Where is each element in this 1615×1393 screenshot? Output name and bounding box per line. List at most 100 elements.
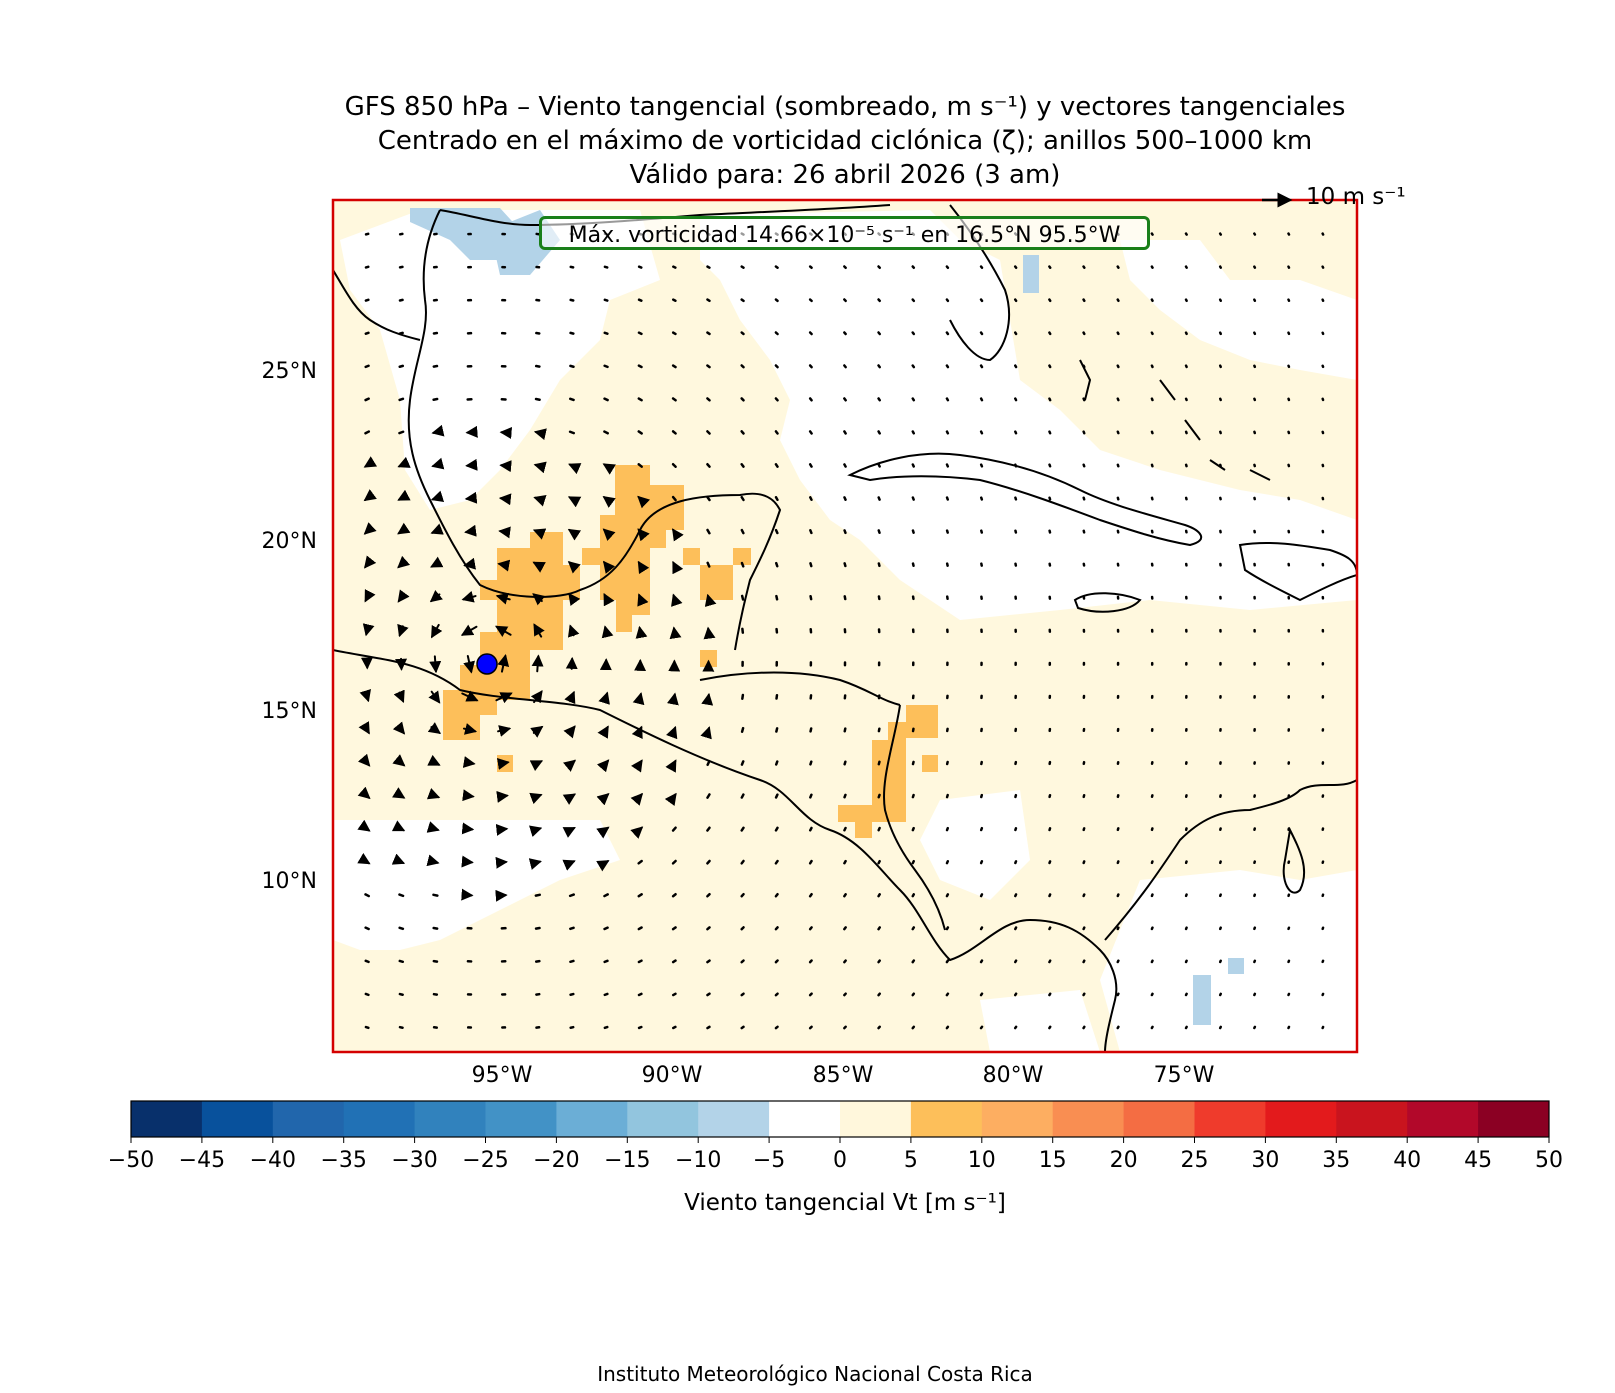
wind-vector <box>1184 331 1188 336</box>
colorbar-tick-label: −20 <box>533 1148 579 1173</box>
wind-vector <box>808 463 813 468</box>
wind-vector <box>431 457 445 470</box>
wind-vector <box>357 819 371 832</box>
wind-vector <box>774 331 779 336</box>
wind-vector <box>979 331 984 336</box>
wind-vector <box>357 753 371 767</box>
wind-vector <box>462 723 478 735</box>
wind-vector <box>1014 893 1018 898</box>
lat-label: 25°N <box>262 359 317 384</box>
wind-vector <box>1082 265 1086 269</box>
wind-vector <box>569 298 575 302</box>
wind-vector <box>740 793 745 799</box>
wind-vector <box>432 893 439 897</box>
wind-vector <box>1184 298 1188 303</box>
coastlines <box>333 204 1357 1052</box>
wind-vector <box>671 462 677 468</box>
wind-vector <box>398 992 404 997</box>
wind-vector <box>637 992 643 997</box>
wind-vector <box>774 364 779 369</box>
colorbar-segment <box>414 1101 486 1137</box>
wind-vector <box>637 528 650 542</box>
wind-vector <box>531 654 544 673</box>
wind-vector <box>564 690 576 705</box>
wind-vector <box>671 926 677 931</box>
wind-vector <box>568 430 576 435</box>
wind-vector <box>877 331 882 336</box>
vorticity-max-marker <box>476 653 498 675</box>
colorbar-segment <box>910 1101 983 1137</box>
wind-vector <box>945 959 950 964</box>
wind-vector <box>1082 959 1086 964</box>
wind-vector <box>569 397 575 402</box>
wind-vector <box>462 789 475 802</box>
wind-vector <box>671 826 677 832</box>
wind-vector <box>495 625 512 637</box>
wind-vector <box>357 786 371 800</box>
wind-vector <box>877 265 882 270</box>
wind-vector <box>1082 364 1086 369</box>
wind-vector <box>979 826 984 832</box>
wind-vector <box>843 298 847 303</box>
wind-vector <box>877 397 881 402</box>
colorbar-tick-label: 45 <box>1464 1148 1492 1173</box>
wind-vector <box>1116 298 1120 303</box>
wind-vector <box>808 892 813 898</box>
wind-vector <box>706 826 711 832</box>
colorbar-segment <box>556 1101 628 1137</box>
wind-vector <box>562 827 576 838</box>
wind-vector <box>602 495 616 508</box>
wind-vector <box>1048 331 1052 336</box>
colorbar-tick-label: −30 <box>391 1148 437 1173</box>
wind-vector <box>637 560 650 575</box>
wind-vector <box>398 893 405 898</box>
wind-vector <box>431 424 445 437</box>
wind-vector <box>637 593 649 607</box>
wind-vector <box>843 793 847 799</box>
wind-vector <box>843 562 847 568</box>
wind-vector <box>774 397 779 402</box>
colorbar-tick-label: −5 <box>753 1148 785 1173</box>
wind-vector <box>1014 959 1018 964</box>
colorbar: −50 −45 −40 −35 −30 −25 −20 −15 −10 −5 0 5 10 15 20 25 3… <box>108 1100 1563 1173</box>
wind-vector <box>1013 1025 1018 1030</box>
wind-vector <box>808 926 813 931</box>
wind-vector <box>740 726 745 733</box>
wind-vector <box>1014 430 1018 435</box>
wind-vector <box>1218 992 1222 997</box>
wind-vector <box>1218 232 1223 236</box>
wind-vector <box>671 495 677 502</box>
wind-vector <box>809 562 813 568</box>
wind-vector <box>740 926 745 931</box>
wind-vector <box>398 298 404 302</box>
wind-vector <box>1048 430 1052 435</box>
wind-vector <box>1150 926 1154 931</box>
wind-vector <box>533 495 547 507</box>
wind-vector <box>495 692 513 704</box>
map-frame <box>331 198 1359 1054</box>
wind-vector <box>1048 397 1052 402</box>
wind-vector <box>461 822 475 835</box>
wind-vector <box>843 959 847 964</box>
wind-vector <box>532 593 546 606</box>
wind-vector <box>1013 331 1018 336</box>
lon-label: 75°W <box>1154 1063 1215 1088</box>
wind-vector <box>427 754 441 766</box>
wind-vector <box>740 892 745 898</box>
wind-vector <box>740 364 745 369</box>
wind-vector <box>1218 1025 1222 1030</box>
wind-vector <box>1082 860 1086 865</box>
wind-vector <box>534 893 541 897</box>
wind-vector <box>706 364 711 369</box>
wind-vector <box>740 992 745 997</box>
colorbar-segment <box>1194 1101 1266 1137</box>
wind-vector <box>877 496 881 501</box>
wind-vector <box>843 364 847 369</box>
wind-vector <box>603 430 609 435</box>
wind-vector <box>569 364 575 369</box>
wind-vector <box>843 331 847 336</box>
wind-vector <box>843 397 847 402</box>
colorbar-tick-label: −10 <box>675 1148 721 1173</box>
wind-vector <box>1184 1025 1188 1030</box>
wind-vector <box>569 992 575 997</box>
